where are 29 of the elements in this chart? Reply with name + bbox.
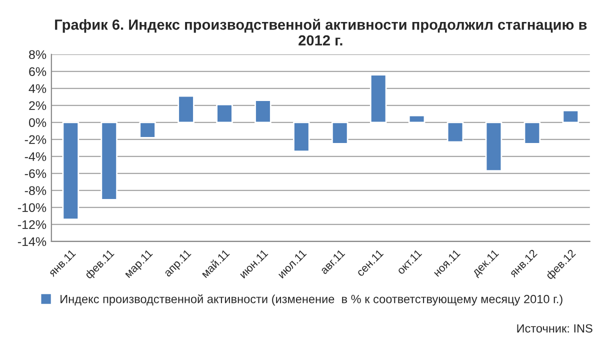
y-tick-label: 6% <box>29 67 46 76</box>
bar <box>331 122 348 144</box>
y-tick-label: 8% <box>29 50 46 60</box>
bar <box>216 104 233 124</box>
y-tick-label: -12% <box>18 220 46 230</box>
bar <box>293 122 310 152</box>
y-tick-label: -8% <box>24 186 46 196</box>
bar <box>446 122 464 143</box>
chart-title: График 6. Индекс производственной активности продолжил стагнацию в 2012 г. <box>55 18 587 46</box>
y-tick-label: -4% <box>24 152 46 162</box>
y-tick-label: -10% <box>18 203 46 212</box>
bar <box>178 95 194 124</box>
bar <box>485 122 502 172</box>
y-tick-label: -14% <box>18 237 46 246</box>
legend-label: Индекс производственной активности (изменение в % к соответствующему месяцу 2010 г.) <box>60 294 562 306</box>
bar <box>100 122 118 200</box>
y-tick-label: 4% <box>28 84 46 94</box>
y-tick-label: 0% <box>28 118 46 128</box>
bar <box>408 114 426 124</box>
bar <box>254 100 272 124</box>
bar <box>562 110 580 124</box>
y-tick-label: -6% <box>24 169 46 178</box>
bar <box>62 122 80 220</box>
text: Источник: INS <box>517 324 592 333</box>
bar <box>524 122 541 144</box>
bar <box>139 122 156 138</box>
bar <box>370 74 387 124</box>
y-tick-label: -2% <box>24 135 46 144</box>
y-tick-label: 2% <box>29 101 46 110</box>
